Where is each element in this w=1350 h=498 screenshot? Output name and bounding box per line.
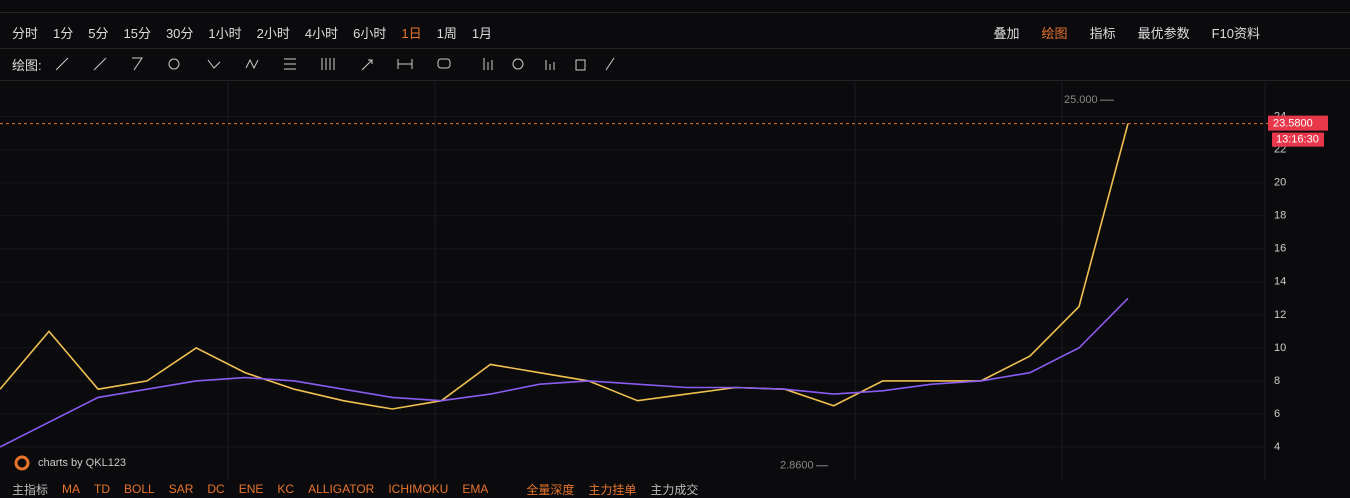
chart: charts by QKL123 468101214161820222423.5… [0, 82, 1328, 480]
indicator-bar: 主指标 MA TD BOLL SAR DC ENE KC ALLIGATOR ICHIMOKU EM… [0, 482, 1350, 497]
y-tick-label: 14 [1274, 276, 1286, 288]
high-label: 25.000 [1064, 94, 1098, 106]
timeframe-tab[interactable]: 5分 [88, 25, 109, 41]
indicator-tab[interactable]: ALLIGATOR [308, 482, 375, 496]
tool-button[interactable]: 叠加 [993, 25, 1020, 41]
y-tick-label: 6 [1274, 408, 1280, 420]
divider [0, 12, 1350, 13]
timeframe-tab[interactable]: 1月 [471, 25, 493, 41]
indicator-tab[interactable]: DC [207, 482, 225, 496]
timeframe-tab[interactable]: 分时 [12, 25, 39, 41]
timeframe-tab[interactable]: 1小时 [208, 25, 242, 41]
last-price-label: 23.5800 [1273, 118, 1313, 130]
watermark: charts by QKL123 [38, 457, 126, 469]
indicator-tab[interactable]: SAR [168, 482, 194, 496]
indicator-tab[interactable]: KC [277, 482, 295, 496]
y-tick-label: 12 [1274, 309, 1286, 321]
indicator-tab[interactable]: EMA [462, 482, 489, 496]
timeframe-tab[interactable]: 30分 [165, 25, 194, 41]
drawing-icons [55, 57, 615, 71]
indicator-tab[interactable]: MA [62, 482, 81, 496]
timeframe-tab[interactable]: 6小时 [353, 25, 387, 41]
panel-tab[interactable]: 主力挂单 [588, 482, 637, 497]
timeframe-tab[interactable]: 1日 [401, 25, 422, 41]
indicator-tab[interactable]: 主指标 [12, 482, 49, 497]
y-tick-label: 16 [1274, 243, 1286, 255]
y-tick-label: 18 [1274, 210, 1286, 222]
low-label: 2.8600 [780, 460, 814, 472]
price-line [0, 123, 1129, 410]
timeframe-bar: 分时 1分 5分 15分 30分 1小时 2小时 4小时 6小时 1日 1周 1月 [0, 22, 1350, 42]
divider [0, 48, 1350, 49]
panel-tab[interactable]: 全量深度 [526, 482, 575, 497]
timeframe-tab[interactable]: 4小时 [304, 25, 339, 41]
y-tick-label: 4 [1274, 441, 1280, 453]
tool-button[interactable]: 绘图 [1041, 25, 1068, 41]
drawing-bar: 绘图: [0, 54, 1350, 74]
timeframe-tab[interactable]: 15分 [123, 25, 151, 41]
tool-button[interactable]: 指标 [1089, 25, 1116, 41]
tool-button[interactable]: 最优参数 [1137, 25, 1190, 41]
price-tag [1268, 115, 1328, 131]
y-tick-label: 8 [1274, 375, 1280, 387]
timeframe-tab[interactable]: 1分 [53, 25, 74, 41]
tool-bar: 叠加 绘图 指标 最优参数 F10资料 [994, 22, 1350, 42]
price-line [0, 297, 1129, 448]
time-tag [1272, 132, 1324, 147]
indicator-tab[interactable]: BOLL [124, 482, 155, 496]
panel-tab[interactable]: 主力成交 [650, 482, 699, 497]
indicator-tab[interactable]: TD [94, 482, 111, 496]
y-tick-label: 20 [1274, 177, 1286, 189]
time-label: 13:16:30 [1276, 134, 1319, 146]
indicator-tab[interactable]: ENE [238, 482, 264, 496]
indicator-tab[interactable]: ICHIMOKU [388, 482, 449, 496]
tool-button[interactable]: F10资料 [1211, 25, 1260, 41]
timeframe-tab[interactable]: 1周 [436, 25, 457, 41]
divider [0, 80, 1350, 81]
logo [14, 455, 30, 471]
drawing-label: 绘图: [12, 57, 42, 73]
y-tick-label: 10 [1274, 342, 1286, 354]
timeframe-tab[interactable]: 2小时 [256, 25, 290, 41]
